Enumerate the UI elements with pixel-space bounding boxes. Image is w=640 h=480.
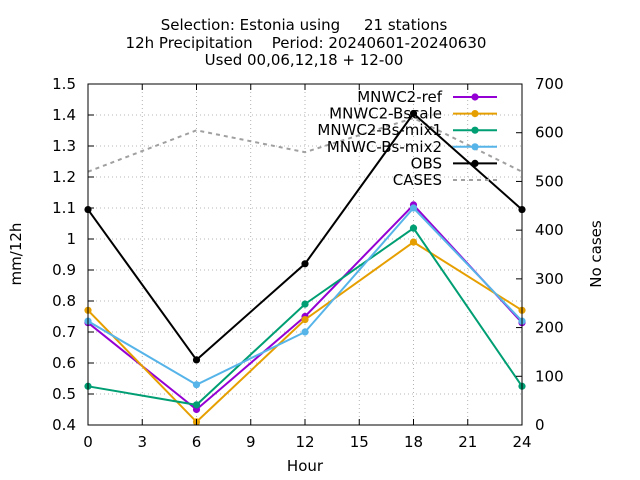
- x-axis-label: Hour: [287, 457, 324, 475]
- y2-tick-label: 700: [535, 75, 564, 93]
- y2-tick-label: 400: [535, 221, 564, 239]
- data-point-obs: [192, 356, 201, 364]
- series-obs: [84, 109, 526, 364]
- y-tick-label: 1.4: [52, 106, 76, 124]
- data-point-mnwc2-bscale: [409, 238, 418, 246]
- legend: MNWC2-refMNWC2-BscaleMNWC2-Bs-mix1MNWC-B…: [317, 88, 497, 189]
- chart-title-line-2: 12h Precipitation Period: 20240601-20240…: [126, 34, 487, 52]
- y-tick-label: 1.3: [52, 137, 76, 155]
- data-point-obs: [409, 109, 418, 118]
- legend-marker-mnwc-bs-mix2: [471, 143, 479, 151]
- y-tick-label: 0.4: [52, 416, 76, 434]
- y-tick-label: 0.6: [52, 354, 76, 372]
- y2-tick-label: 200: [535, 319, 564, 337]
- data-point-mnwc-bs-mix2: [192, 381, 201, 389]
- data-point-mnwc2-bscale: [301, 316, 309, 324]
- chart-title-line-1: Selection: Estonia using 21 stations: [161, 16, 448, 34]
- y2-tick-labels: 0 100 200 300 400 500 600 700: [535, 75, 564, 434]
- y2-tick-label: 500: [535, 172, 564, 190]
- y2-axis-label: No cases: [587, 220, 605, 288]
- x-tick-label: 9: [246, 433, 256, 451]
- legend-label-mnwc2-bscale: MNWC2-Bscale: [329, 105, 442, 123]
- x-tick-label: 21: [458, 433, 477, 451]
- series-cases: [87, 117, 523, 173]
- y2-tick-label: 0: [535, 416, 545, 434]
- x-tick-label: 6: [192, 433, 202, 451]
- legend-marker-obs: [471, 159, 479, 167]
- data-point-mnwc-bs-mix2: [301, 328, 309, 336]
- y-tick-label: 1: [66, 230, 76, 248]
- y-tick-label: 0.5: [52, 385, 76, 403]
- legend-label-obs: OBS: [411, 154, 442, 172]
- y2-tick-label: 300: [535, 270, 564, 288]
- x-tick-label: 15: [350, 433, 369, 451]
- data-point-obs: [301, 260, 309, 268]
- data-point-mnwc-bs-mix2: [409, 204, 418, 212]
- legend-marker-mnwc2-bs-mix1: [471, 126, 479, 134]
- y-tick-labels: 0.4 0.5 0.6 0.7 0.8 0.9 1 1.1 1.2 1.3 1.4 1.5: [52, 75, 76, 434]
- y-tick-label: 1.5: [52, 75, 76, 93]
- y-tick-label: 0.9: [52, 261, 76, 279]
- y-tick-label: 1.1: [52, 199, 76, 217]
- y2-tick-label: 100: [535, 367, 564, 385]
- x-tick-label: 0: [83, 433, 93, 451]
- y-tick-label: 0.7: [52, 323, 76, 341]
- legend-label-mnwc2-bs-mix1: MNWC2-Bs-mix1: [317, 121, 442, 139]
- legend-label-mnwc-bs-mix2: MNWC-Bs-mix2: [327, 138, 442, 156]
- data-point-mnwc2-bs-mix1: [301, 300, 309, 308]
- series-layer: [84, 109, 526, 426]
- x-tick-labels: 0 3 6 9 12 15 18 21 24: [83, 433, 531, 451]
- x-tick-label: 12: [295, 433, 314, 451]
- chart-title-line-3: Used 00,06,12,18 + 12-00: [205, 51, 404, 69]
- x-tick-label: 24: [512, 433, 531, 451]
- y-tick-label: 1.2: [52, 168, 76, 186]
- legend-label-cases: CASES: [393, 171, 442, 189]
- y2-tick-label: 600: [535, 124, 564, 142]
- y-tick-label: 0.8: [52, 292, 76, 310]
- legend-marker-mnwc2-bscale: [471, 110, 479, 118]
- ticks: [87, 83, 523, 426]
- legend-label-mnwc2-ref: MNWC2-ref: [357, 88, 442, 106]
- x-tick-label: 18: [404, 433, 423, 451]
- legend-marker-mnwc2-ref: [471, 93, 479, 101]
- series-line-cases: [87, 117, 523, 173]
- data-point-mnwc2-bs-mix1: [192, 401, 201, 409]
- y-axis-label: mm/12h: [7, 223, 25, 286]
- x-tick-label: 3: [137, 433, 147, 451]
- data-point-mnwc2-bs-mix1: [409, 224, 418, 232]
- series-mnwc2-bs-mix1: [84, 224, 526, 409]
